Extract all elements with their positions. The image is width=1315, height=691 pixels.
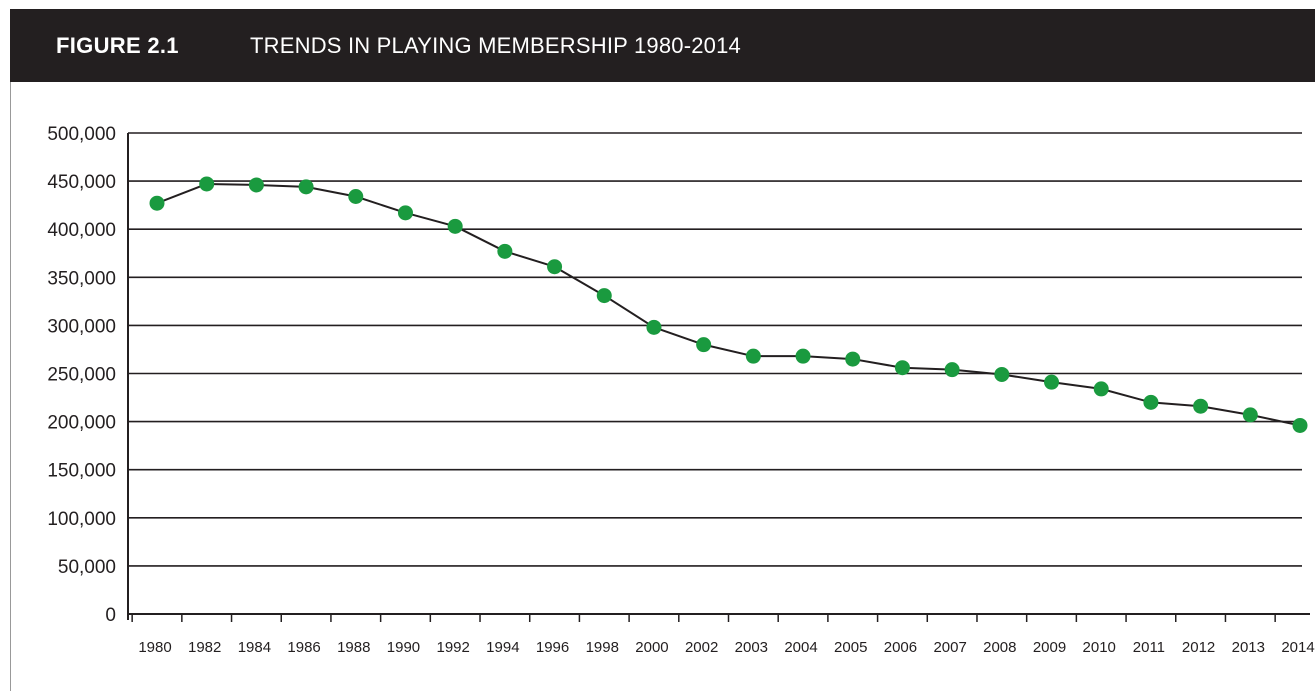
x-tick-label: 1990 bbox=[387, 639, 420, 656]
data-point bbox=[696, 337, 712, 353]
x-tick-label: 2007 bbox=[933, 639, 966, 656]
x-tick-label: 2005 bbox=[834, 639, 867, 656]
x-tick-label: 1984 bbox=[238, 639, 271, 656]
data-point bbox=[596, 288, 612, 304]
data-point bbox=[547, 259, 563, 275]
data-point bbox=[348, 188, 364, 204]
data-point bbox=[1193, 398, 1209, 414]
x-tick-label: 2014 bbox=[1281, 639, 1314, 656]
y-tick-label: 450,000 bbox=[47, 172, 116, 193]
data-point bbox=[646, 319, 662, 335]
x-tick-label: 2008 bbox=[983, 639, 1016, 656]
x-tick-label: 2003 bbox=[735, 639, 768, 656]
x-tick-label: 1994 bbox=[486, 639, 519, 656]
x-tick-label: 1992 bbox=[436, 639, 469, 656]
data-point bbox=[199, 176, 215, 192]
data-point bbox=[1242, 407, 1258, 423]
data-point bbox=[1044, 374, 1060, 390]
data-point bbox=[447, 218, 463, 234]
y-tick-label: 200,000 bbox=[47, 413, 116, 434]
x-tick-label: 2012 bbox=[1182, 639, 1215, 656]
figure-label: FIGURE 2.1 bbox=[56, 33, 179, 58]
x-tick-label: 2011 bbox=[1133, 639, 1165, 656]
x-tick-label: 1996 bbox=[536, 639, 569, 656]
y-tick-label: 100,000 bbox=[47, 509, 116, 530]
axes bbox=[127, 133, 1310, 622]
x-tick-label: 2013 bbox=[1232, 639, 1265, 656]
x-tick-labels: 1980 1982 1984 1986 1988 1990 1992 1994 1996 1998… bbox=[138, 639, 1314, 656]
figure-title: TRENDS IN PLAYING MEMBERSHIP 1980-2014 bbox=[250, 33, 741, 58]
x-tick-label: 2010 bbox=[1083, 639, 1116, 656]
x-tick-label: 2009 bbox=[1033, 639, 1066, 656]
y-tick-label: 300,000 bbox=[47, 316, 116, 337]
x-tick-label: 2004 bbox=[784, 639, 817, 656]
data-point bbox=[397, 205, 413, 221]
x-tick-label: 2006 bbox=[884, 639, 917, 656]
x-tick-label: 1980 bbox=[138, 639, 171, 656]
x-tick-label: 1982 bbox=[188, 639, 221, 656]
data-point bbox=[745, 348, 761, 364]
x-tick-label: 2002 bbox=[685, 639, 718, 656]
data-point bbox=[248, 177, 264, 193]
data-point bbox=[1292, 417, 1308, 433]
data-point bbox=[894, 360, 910, 376]
gridlines bbox=[128, 132, 1302, 567]
data-point bbox=[149, 195, 165, 211]
x-tick-label: 1988 bbox=[337, 639, 370, 656]
data-point bbox=[994, 366, 1010, 382]
x-tick-label: 1998 bbox=[586, 639, 619, 656]
y-tick-label: 500,000 bbox=[47, 124, 116, 145]
data-point bbox=[845, 351, 861, 367]
y-tick-label: 0 bbox=[105, 605, 116, 626]
x-tick-label: 2000 bbox=[635, 639, 668, 656]
x-tick-label: 1986 bbox=[287, 639, 320, 656]
frame-left-rule bbox=[10, 82, 11, 691]
y-tick-label: 50,000 bbox=[58, 557, 116, 578]
series-membership bbox=[149, 176, 1308, 433]
data-point bbox=[944, 362, 960, 378]
y-tick-label: 250,000 bbox=[47, 365, 116, 386]
y-tick-labels: 0 50,000 100,000 150,000 200,000 250,000 300,0… bbox=[47, 124, 116, 626]
data-point bbox=[497, 243, 513, 259]
data-point bbox=[1093, 381, 1109, 397]
figure-header: FIGURE 2.1 TRENDS IN PLAYING MEMBERSHIP … bbox=[10, 9, 1315, 82]
data-point bbox=[298, 179, 314, 195]
series-line bbox=[156, 182, 1301, 427]
data-point bbox=[1143, 394, 1159, 410]
y-tick-label: 350,000 bbox=[47, 268, 116, 289]
y-tick-label: 400,000 bbox=[47, 220, 116, 241]
y-tick-label: 150,000 bbox=[47, 461, 116, 482]
data-point bbox=[795, 348, 811, 364]
